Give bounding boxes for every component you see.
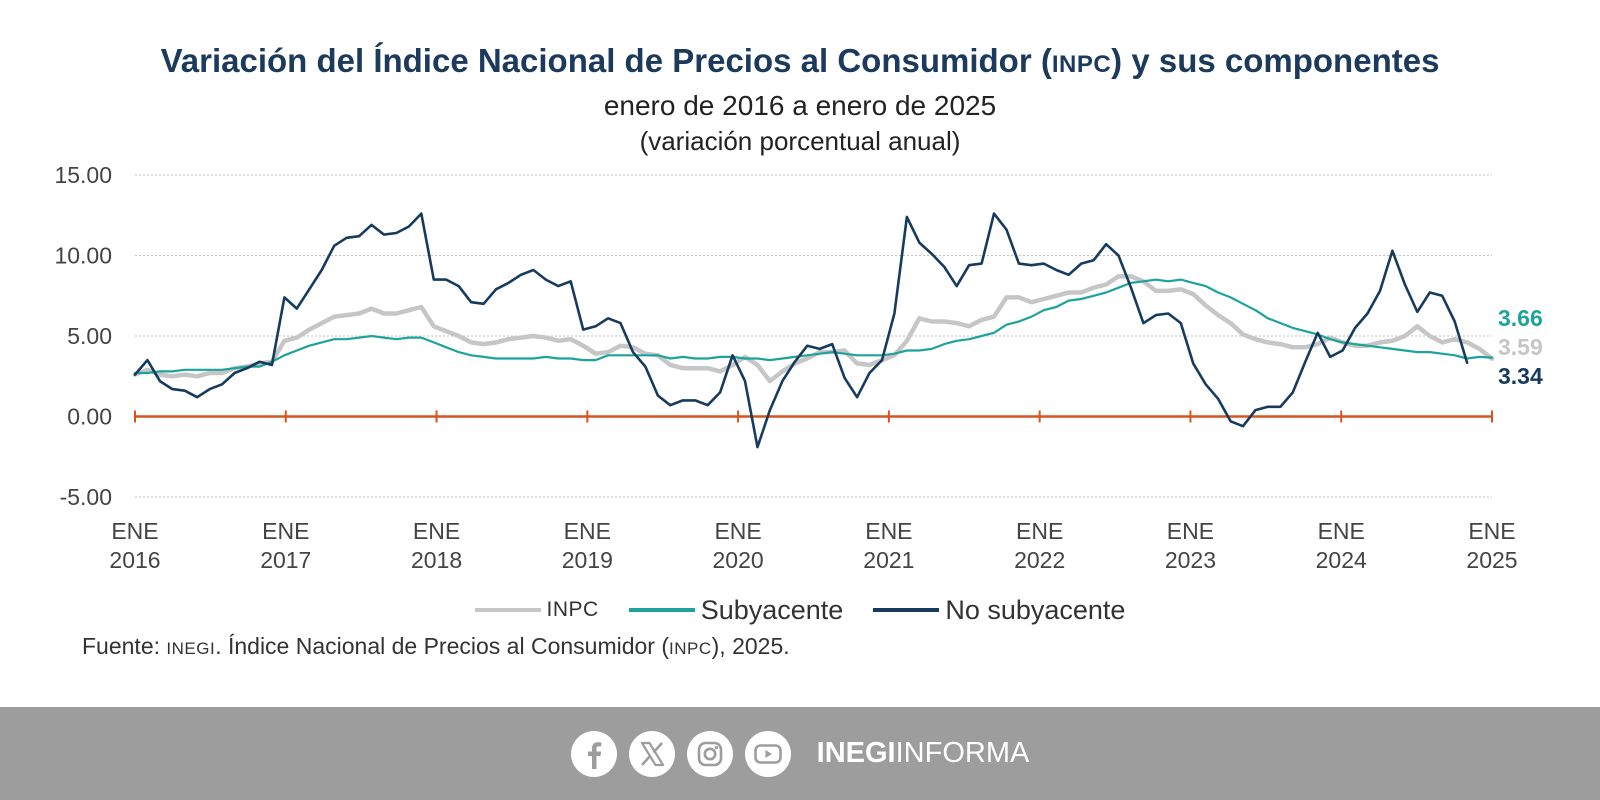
youtube-icon[interactable] bbox=[744, 730, 791, 777]
social-links: INEGIINFORMA bbox=[570, 730, 1030, 777]
legend-swatch-subyacente bbox=[628, 608, 695, 612]
brand-light: INFORMA bbox=[895, 737, 1030, 769]
x-tick-label-month: ENE bbox=[111, 518, 158, 544]
chart-title-part1: Variación del Índice Nacional de Precios… bbox=[160, 42, 1052, 79]
end-label-inpc: 3.59 bbox=[1498, 334, 1543, 360]
source-note: Fuente: INEGI. Índice Nacional de Precio… bbox=[82, 633, 790, 660]
legend-label-no-subyacente: No subyacente bbox=[945, 594, 1126, 625]
source-org: INEGI bbox=[166, 639, 216, 658]
instagram-icon[interactable] bbox=[686, 730, 733, 777]
x-tick-label-year: 2019 bbox=[562, 547, 613, 573]
legend-label-inpc: INPC bbox=[546, 598, 599, 621]
end-label-no-subyacente: 3.34 bbox=[1498, 363, 1543, 389]
chart-subtitle: enero de 2016 a enero de 2025 bbox=[603, 90, 997, 121]
x-tick-label-year: 2018 bbox=[411, 547, 462, 573]
legend-item-subyacente: Subyacente bbox=[628, 594, 844, 626]
x-tick-label-year: 2025 bbox=[1466, 547, 1517, 573]
x-tick-label-year: 2016 bbox=[109, 547, 160, 573]
facebook-icon[interactable] bbox=[570, 730, 617, 777]
x-tick-label-month: ENE bbox=[413, 518, 460, 544]
x-tick-label-month: ENE bbox=[1318, 518, 1365, 544]
x-tick-label-month: ENE bbox=[714, 518, 761, 544]
x-tick-label-year: 2023 bbox=[1165, 547, 1216, 573]
legend-label-subyacente: Subyacente bbox=[700, 594, 844, 625]
chart-title: Variación del Índice Nacional de Precios… bbox=[0, 42, 1600, 80]
y-tick-label: 10.00 bbox=[54, 243, 112, 269]
x-tick-label-year: 2024 bbox=[1316, 547, 1367, 573]
source-prefix: Fuente: bbox=[82, 633, 167, 659]
series-line-no-subyacente bbox=[133, 212, 1469, 449]
y-tick-label: -5.00 bbox=[60, 484, 112, 510]
footer-bar: INEGIINFORMA bbox=[0, 707, 1600, 800]
series-line-inpc bbox=[132, 274, 1495, 384]
x-tick-label-month: ENE bbox=[262, 518, 309, 544]
source-mid: . Índice Nacional de Precios al Consumid… bbox=[215, 633, 670, 659]
chart-title-part2: ) y sus componentes bbox=[1111, 42, 1440, 79]
brand-bold: INEGI bbox=[816, 737, 896, 769]
x-tick-label-month: ENE bbox=[1468, 518, 1515, 544]
source-abbr: INPC bbox=[669, 639, 712, 658]
legend-swatch-inpc bbox=[474, 608, 541, 612]
brand-wordmark: INEGIINFORMA bbox=[817, 737, 1030, 770]
y-tick-label: 5.00 bbox=[67, 323, 112, 349]
y-tick-label: 15.00 bbox=[54, 162, 112, 188]
x-tick-label-year: 2020 bbox=[713, 547, 764, 573]
x-tick-label-year: 2021 bbox=[863, 547, 914, 573]
y-tick-label: 0.00 bbox=[67, 404, 112, 430]
series-line-subyacente bbox=[133, 278, 1494, 375]
legend-item-inpc: INPC bbox=[474, 598, 599, 622]
chart-legend: INPC Subyacente No subyacente bbox=[0, 593, 1600, 627]
line-chart: 15.00 10.00 5.00 0.00 -5.00 ENE 2016 ENE 2017 ENE… bbox=[54, 162, 1543, 573]
legend-item-no-subyacente: No subyacente bbox=[873, 595, 1125, 626]
x-tick-label-year: 2022 bbox=[1014, 547, 1065, 573]
end-label-subyacente: 3.66 bbox=[1498, 305, 1543, 331]
chart-title-abbr: INPC bbox=[1051, 51, 1112, 78]
x-tick-label-month: ENE bbox=[564, 518, 611, 544]
x-tick-label-month: ENE bbox=[1016, 518, 1063, 544]
x-tick-label-month: ENE bbox=[865, 518, 912, 544]
source-suffix: ), 2025. bbox=[711, 633, 790, 659]
x-icon[interactable] bbox=[628, 730, 675, 777]
x-tick-label-year: 2017 bbox=[260, 547, 311, 573]
x-tick-label-month: ENE bbox=[1167, 518, 1214, 544]
chart-subtitle-units: (variación porcentual anual) bbox=[639, 126, 961, 156]
legend-swatch-no-subyacente bbox=[873, 608, 940, 612]
